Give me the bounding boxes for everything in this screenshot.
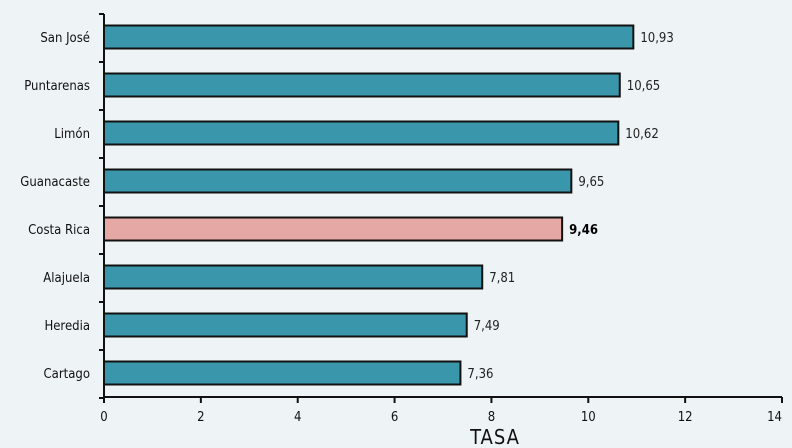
category-label: Alajuela bbox=[43, 271, 90, 286]
bar bbox=[103, 72, 621, 98]
category-label: San José bbox=[40, 31, 90, 46]
category-label: Heredia bbox=[44, 319, 90, 334]
chart-marks: San José 10,93 Puntarenas 10,65 Limón 10,62 Gu… bbox=[20, 13, 783, 448]
x-tick-label: 8 bbox=[488, 410, 495, 425]
category-label: Costa Rica bbox=[28, 223, 90, 238]
bar bbox=[103, 312, 468, 338]
value-label: 7,49 bbox=[474, 319, 500, 334]
bar bbox=[103, 168, 573, 194]
x-tick-label: 0 bbox=[100, 410, 107, 425]
bar bbox=[103, 360, 462, 386]
x-tick-label: 4 bbox=[294, 410, 301, 425]
value-label: 7,81 bbox=[489, 271, 515, 286]
category-label: Cartago bbox=[44, 367, 90, 382]
category-label: Puntarenas bbox=[24, 79, 90, 94]
category-label: Limón bbox=[54, 127, 90, 142]
bar bbox=[103, 120, 620, 146]
value-label: 10,62 bbox=[625, 127, 658, 142]
x-tick-label: 12 bbox=[678, 410, 693, 425]
value-label: 10,93 bbox=[640, 31, 673, 46]
value-label: 7,36 bbox=[467, 367, 493, 382]
bar-highlight bbox=[103, 216, 564, 242]
x-tick-label: 10 bbox=[581, 410, 596, 425]
value-label: 9,46 bbox=[569, 223, 598, 238]
value-label: 10,65 bbox=[627, 79, 660, 94]
x-tick-label: 6 bbox=[391, 410, 398, 425]
x-tick-label: 2 bbox=[197, 410, 204, 425]
bar bbox=[103, 264, 484, 290]
x-axis-title: TASA bbox=[469, 425, 520, 448]
bar bbox=[103, 24, 635, 50]
value-label: 9,65 bbox=[578, 175, 604, 190]
category-label: Guanacaste bbox=[20, 175, 90, 190]
x-tick-label: 14 bbox=[767, 410, 782, 425]
